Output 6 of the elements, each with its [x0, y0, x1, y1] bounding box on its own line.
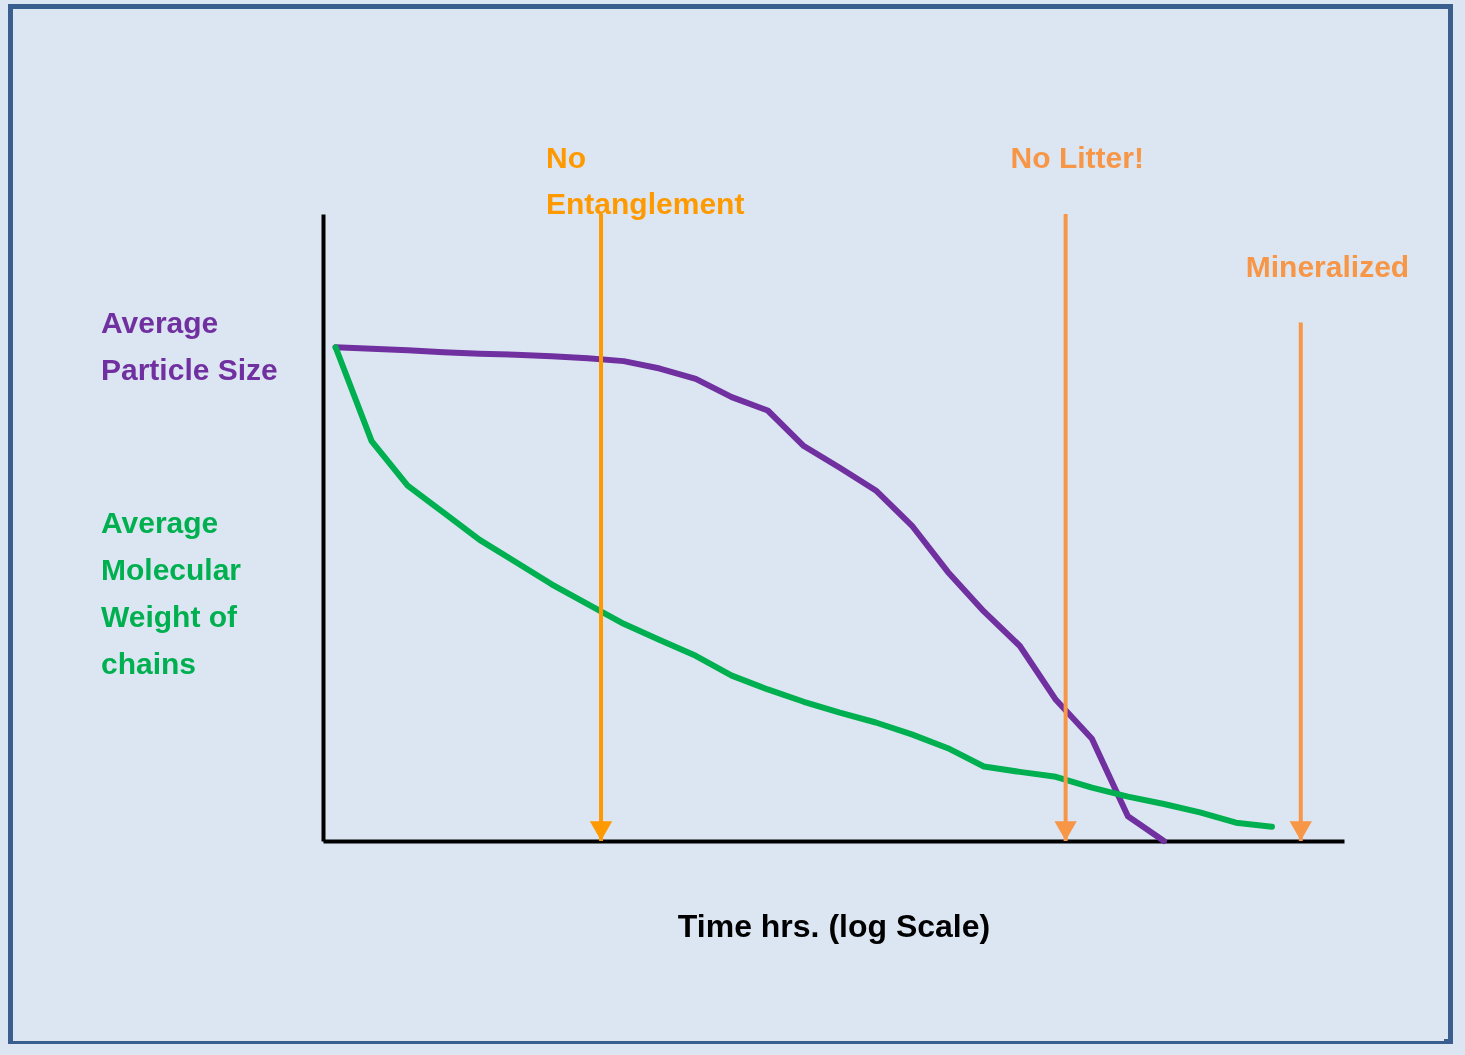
x-axis-title: Time hrs. (log Scale) — [677, 907, 991, 944]
text: No Litter! — [1010, 141, 1144, 174]
text: No Entanglement — [546, 141, 745, 220]
text: Average Molecular Weight of chains — [101, 506, 242, 680]
text: Mineralized — [1245, 249, 1410, 283]
series-label: Average Particle Size — [101, 306, 278, 386]
